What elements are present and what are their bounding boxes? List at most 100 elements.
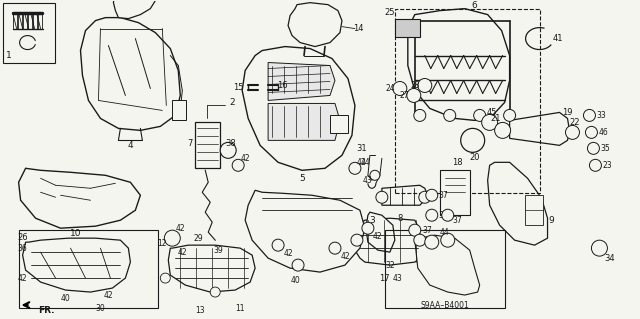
Text: 17: 17 xyxy=(380,274,390,283)
Text: 1: 1 xyxy=(6,51,12,60)
Bar xyxy=(385,230,504,308)
Polygon shape xyxy=(242,47,355,170)
Polygon shape xyxy=(382,185,428,205)
Circle shape xyxy=(292,259,304,271)
Text: 20: 20 xyxy=(469,153,480,162)
Text: 32: 32 xyxy=(385,261,395,270)
Circle shape xyxy=(444,109,456,122)
Polygon shape xyxy=(268,103,340,140)
Text: 16: 16 xyxy=(276,81,287,90)
Circle shape xyxy=(419,191,431,203)
Text: 37: 37 xyxy=(439,211,449,220)
Text: 44: 44 xyxy=(361,158,371,167)
Text: 7: 7 xyxy=(188,139,193,148)
Polygon shape xyxy=(195,122,220,168)
Circle shape xyxy=(589,159,602,171)
Circle shape xyxy=(407,88,420,102)
Circle shape xyxy=(220,142,236,158)
Text: 42: 42 xyxy=(175,224,185,233)
Text: 23: 23 xyxy=(603,161,612,170)
Text: 28: 28 xyxy=(410,81,420,90)
Text: 27: 27 xyxy=(399,91,409,100)
Text: 38: 38 xyxy=(225,139,236,148)
Text: 42: 42 xyxy=(340,252,350,261)
Bar xyxy=(395,19,420,37)
Text: 9: 9 xyxy=(548,216,554,225)
Text: 21: 21 xyxy=(490,114,501,123)
Polygon shape xyxy=(268,63,335,100)
Text: 37: 37 xyxy=(453,216,463,225)
Text: S9AA–B4001: S9AA–B4001 xyxy=(420,300,469,309)
Circle shape xyxy=(418,78,432,93)
Text: 13: 13 xyxy=(195,306,205,315)
Polygon shape xyxy=(415,235,479,295)
Text: 25: 25 xyxy=(385,8,395,17)
Text: 18: 18 xyxy=(452,158,463,167)
Text: 31: 31 xyxy=(356,144,367,153)
Circle shape xyxy=(588,142,600,154)
Text: 19: 19 xyxy=(563,108,573,117)
Text: 14: 14 xyxy=(353,24,363,33)
Text: 42: 42 xyxy=(104,291,113,300)
Circle shape xyxy=(351,234,363,246)
Polygon shape xyxy=(488,162,548,245)
Bar xyxy=(440,170,470,215)
Circle shape xyxy=(329,242,341,254)
Circle shape xyxy=(414,109,426,122)
Polygon shape xyxy=(22,238,131,292)
Text: 43: 43 xyxy=(363,176,372,185)
Text: 2: 2 xyxy=(229,98,235,107)
Text: 36: 36 xyxy=(18,244,28,253)
Polygon shape xyxy=(408,9,509,120)
Circle shape xyxy=(504,109,516,122)
Text: 22: 22 xyxy=(569,118,580,127)
Text: 5: 5 xyxy=(299,174,305,183)
Bar xyxy=(172,100,186,120)
Polygon shape xyxy=(366,212,395,252)
Text: 26: 26 xyxy=(17,233,28,242)
Text: 15: 15 xyxy=(233,83,243,92)
Text: 12: 12 xyxy=(157,239,167,248)
Bar xyxy=(3,3,54,63)
Text: 44: 44 xyxy=(440,228,450,237)
Polygon shape xyxy=(113,0,156,19)
Text: 29: 29 xyxy=(193,234,203,243)
Text: 35: 35 xyxy=(600,144,611,153)
Polygon shape xyxy=(288,3,342,47)
Text: 42: 42 xyxy=(177,248,187,257)
Text: 45: 45 xyxy=(486,108,497,117)
Text: 37: 37 xyxy=(422,226,431,235)
Circle shape xyxy=(210,287,220,297)
Text: 46: 46 xyxy=(598,128,608,137)
Text: 10: 10 xyxy=(70,229,81,238)
Circle shape xyxy=(441,233,455,247)
Circle shape xyxy=(409,224,420,236)
Circle shape xyxy=(474,109,486,122)
Text: 42: 42 xyxy=(18,274,28,283)
Polygon shape xyxy=(355,218,420,265)
Polygon shape xyxy=(81,18,180,130)
Circle shape xyxy=(362,222,374,234)
Circle shape xyxy=(349,162,361,174)
Text: 40: 40 xyxy=(61,293,70,302)
Circle shape xyxy=(461,128,484,152)
Circle shape xyxy=(161,273,170,283)
Circle shape xyxy=(495,122,511,138)
Circle shape xyxy=(586,126,597,138)
Text: 33: 33 xyxy=(596,111,606,120)
Text: 41: 41 xyxy=(552,34,563,43)
Text: 34: 34 xyxy=(604,254,615,263)
Bar xyxy=(525,195,543,225)
Text: 42: 42 xyxy=(373,232,383,241)
Text: 39: 39 xyxy=(213,246,223,255)
Circle shape xyxy=(426,209,438,221)
Circle shape xyxy=(414,234,426,246)
Circle shape xyxy=(232,159,244,171)
Bar xyxy=(330,115,348,133)
Bar xyxy=(395,9,540,193)
Polygon shape xyxy=(509,112,570,145)
Circle shape xyxy=(482,115,498,130)
Text: 37: 37 xyxy=(439,191,449,200)
Circle shape xyxy=(393,81,407,95)
Text: 6: 6 xyxy=(472,1,477,10)
